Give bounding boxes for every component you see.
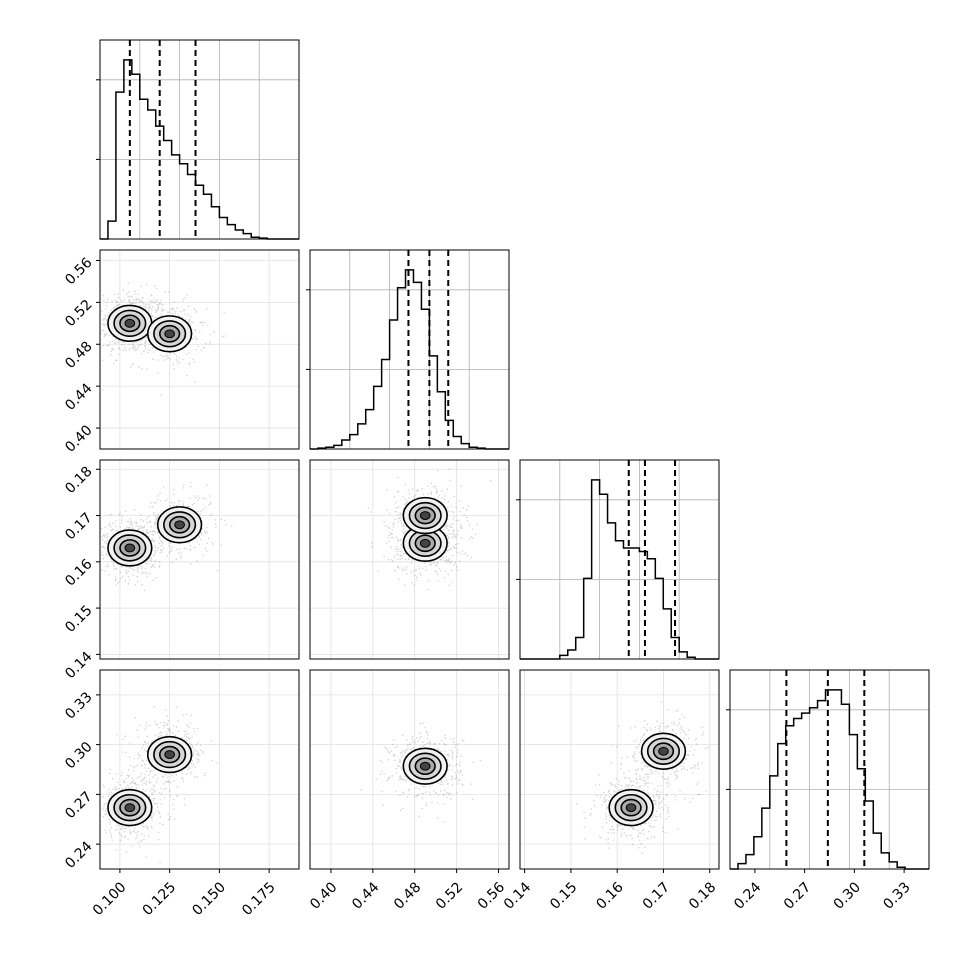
contour-level [124,543,136,553]
panel-frame [519,459,720,660]
y-tick-label: 0.27 [62,789,95,822]
x-tick-label: 0.16 [593,879,626,912]
contour-level [124,318,136,328]
panel-frame [99,459,300,660]
joint-panel-2-0 [99,459,300,660]
y-tick-label: 0.15 [62,602,95,635]
panel-background [520,460,719,659]
contour-level [625,803,637,813]
marginal-panel-1 [306,249,510,450]
joint-panel-1-0 [99,249,300,450]
marginal-panel-3 [726,669,930,870]
x-tick-label: 0.24 [731,879,764,912]
x-tick-label: 0.14 [501,879,534,912]
y-tick-label: 0.40 [62,422,95,455]
joint-panel-3-0 [99,669,300,870]
x-tick-label: 0.150 [189,879,229,919]
contour-level [164,750,175,760]
contour-level [124,803,136,813]
y-tick-label: 0.14 [62,649,95,682]
panel-background [520,670,719,869]
y-tick-label: 0.33 [62,689,95,722]
contour-level [419,538,431,548]
y-tick-label: 0.18 [62,464,95,497]
histogram-step [310,269,509,450]
y-tick-label: 0.16 [62,556,95,589]
x-tick-label: 0.18 [686,879,719,912]
marginal-panel-0 [96,39,300,240]
panel-frame [729,669,930,870]
contour-level [419,761,431,771]
x-tick-label: 0.15 [547,879,580,912]
x-tick-label: 0.44 [349,879,382,912]
y-tick-label: 0.56 [62,255,95,288]
y-tick-label: 0.48 [62,339,95,372]
panel-frame [99,249,300,450]
x-tick-label: 0.33 [880,879,913,912]
y-tick-label: 0.30 [62,739,95,772]
contour-level [658,746,669,756]
x-tick-label: 0.27 [781,879,814,912]
panel-frame [309,249,510,450]
panel-background [730,670,929,869]
x-tick-label: 0.175 [239,879,279,919]
panel-frame [309,669,510,870]
panel-background [100,40,299,239]
panel-frame [99,669,300,870]
histogram-step [520,479,719,660]
joint-panel-3-1 [309,669,510,870]
y-tick-label: 0.24 [62,838,95,871]
histogram-step [730,689,929,870]
contour-level [419,511,431,520]
y-tick-label: 0.52 [62,297,95,330]
panel-background [100,250,299,449]
x-tick-label: 0.56 [475,879,508,912]
panel-frame [99,39,300,240]
x-tick-label: 0.125 [140,879,180,919]
joint-panel-3-2 [519,669,720,870]
panel-background [310,250,509,449]
panel-frame [309,459,510,660]
marginal-panel-2 [516,459,720,660]
y-tick-label: 0.44 [62,380,95,413]
x-tick-label: 0.100 [90,879,130,919]
panel-background [310,460,509,659]
x-tick-label: 0.17 [640,879,673,912]
contour-level [174,520,185,530]
x-tick-label: 0.40 [307,879,340,912]
x-tick-label: 0.48 [391,879,424,912]
x-tick-label: 0.30 [831,879,864,912]
panel-frame [519,669,720,870]
panel-background [100,670,299,869]
x-tick-label: 0.52 [433,879,466,912]
contour-level [164,329,175,339]
joint-panel-2-1 [309,459,510,660]
y-tick-label: 0.17 [62,510,95,543]
